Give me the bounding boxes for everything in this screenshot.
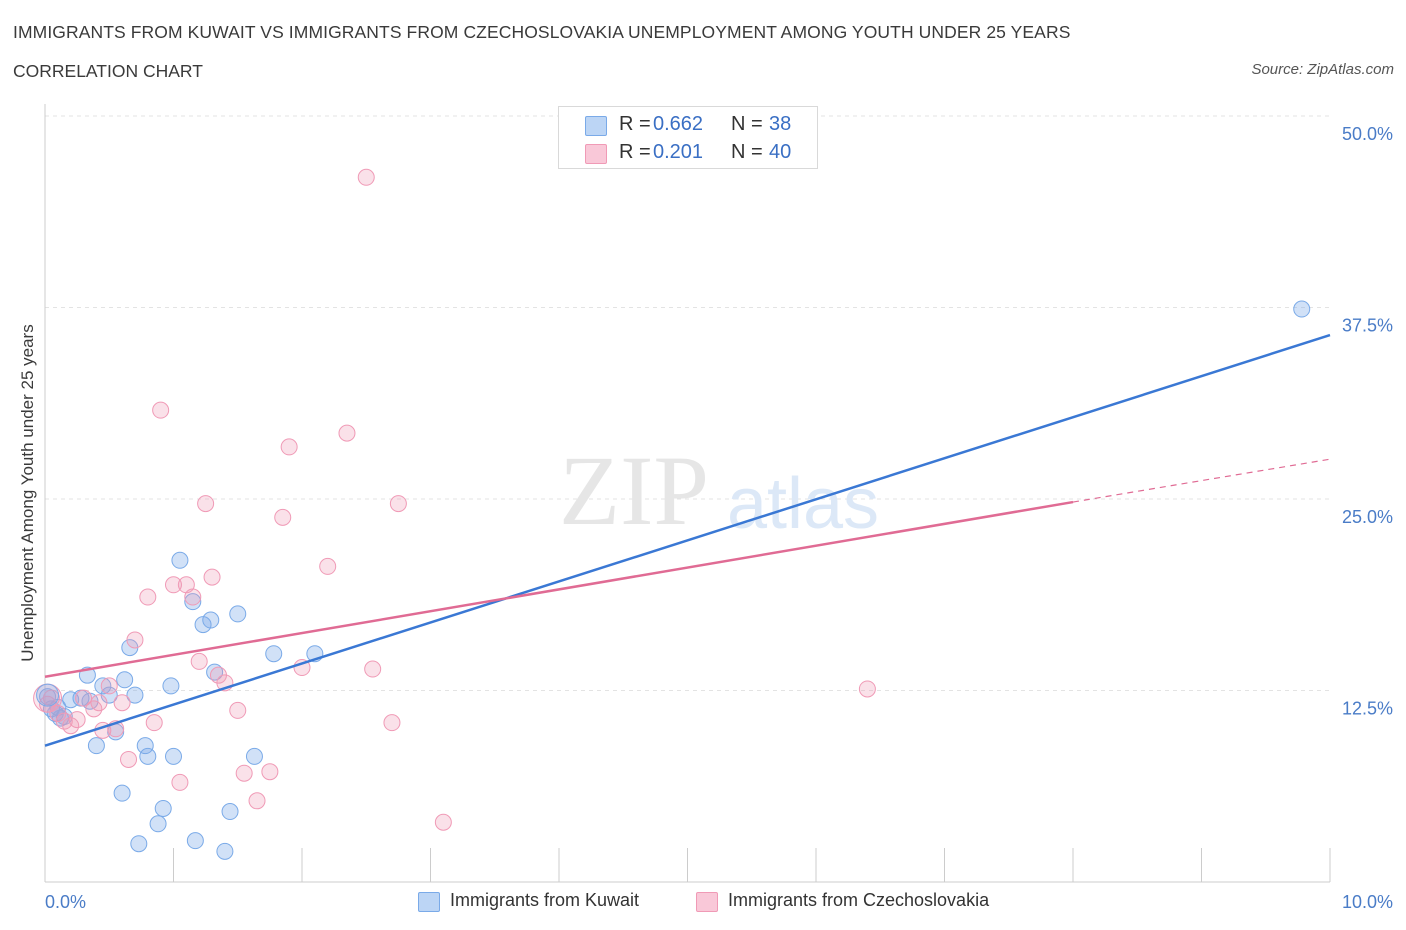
point-kuwait-26 [186, 832, 204, 850]
point-kuwait-16 [126, 686, 144, 704]
point-czechoslovakia-36 [357, 168, 375, 186]
y-tick-label-3: 50.0% [1342, 124, 1393, 144]
point-kuwait-24 [171, 551, 189, 569]
point-kuwait-17 [130, 835, 148, 853]
point-kuwait-30 [216, 842, 234, 860]
point-czechoslovakia-4 [62, 717, 80, 735]
watermark: ZIP atlas [559, 435, 879, 546]
x-tick-label-1: 10.0% [1342, 892, 1393, 912]
data-points [33, 168, 1311, 860]
point-czechoslovakia-19 [171, 773, 189, 791]
point-kuwait-22 [162, 677, 180, 695]
legend-swatch-czechoslovakia [585, 144, 607, 164]
legend-r-value-czechoslovakia: 0.201 [653, 141, 704, 163]
chart-title: IMMIGRANTS FROM KUWAIT VS IMMIGRANTS FRO… [13, 22, 1071, 42]
point-czechoslovakia-39 [389, 495, 407, 513]
point-czechoslovakia-41 [858, 680, 876, 698]
y-tick-labels: 12.5% 25.0% 37.5% 50.0% [1342, 124, 1393, 719]
legend-n-label: N = [731, 113, 763, 135]
point-czechoslovakia-28 [235, 764, 253, 782]
point-czechoslovakia-29 [248, 792, 266, 810]
point-czechoslovakia-17 [152, 401, 170, 419]
legend-r-label: R = [619, 113, 651, 135]
legend: R = 0.662 N = 38 R = 0.201 N = 40 [558, 106, 818, 169]
point-czechoslovakia-8 [90, 694, 108, 712]
legend-swatch-kuwait [585, 116, 607, 136]
x-tick-label-0: 0.0% [45, 892, 86, 912]
point-kuwait-25 [184, 593, 202, 611]
y-axis-label: Unemployment Among Youth under 25 years [18, 324, 37, 661]
trend-line-dashed-czechoslovakia [1072, 458, 1331, 503]
grid-lines [45, 115, 1330, 691]
point-czechoslovakia-23 [197, 495, 215, 513]
point-kuwait-28 [202, 611, 220, 629]
point-kuwait-9 [87, 737, 105, 755]
y-tick-label-2: 37.5% [1342, 316, 1393, 336]
point-kuwait-31 [221, 803, 239, 821]
point-czechoslovakia-13 [120, 750, 138, 768]
point-czechoslovakia-31 [274, 508, 292, 526]
x-tick-labels: 0.0% 10.0% [45, 892, 1393, 912]
point-czechoslovakia-34 [319, 557, 337, 575]
y-tick-label-0: 12.5% [1342, 699, 1393, 719]
point-czechoslovakia-6 [75, 689, 93, 707]
point-czechoslovakia-18 [165, 576, 182, 594]
point-kuwait-19 [139, 747, 157, 765]
point-kuwait-18 [136, 737, 154, 755]
point-czechoslovakia-15 [139, 588, 157, 606]
point-czechoslovakia-37 [364, 660, 382, 678]
point-kuwait-21 [154, 799, 172, 817]
point-czechoslovakia-30 [261, 763, 279, 781]
point-kuwait-14 [116, 671, 134, 689]
point-kuwait-33 [245, 747, 263, 765]
point-czechoslovakia-14 [126, 631, 144, 649]
legend-r-value-kuwait: 0.662 [653, 113, 704, 135]
y-tick-label-1: 25.0% [1342, 507, 1393, 527]
chart-subtitle: CORRELATION CHART [13, 61, 203, 81]
point-kuwait-10 [94, 677, 112, 695]
point-kuwait-23 [165, 747, 182, 765]
trend-line-czechoslovakia [44, 500, 1074, 678]
point-czechoslovakia-32 [280, 438, 298, 456]
point-kuwait-cluster [36, 683, 60, 707]
trend-line-kuwait [44, 333, 1331, 747]
watermark-zip: ZIP [559, 435, 709, 546]
bottom-legend-label-kuwait: Immigrants from Kuwait [450, 890, 640, 910]
trend-lines [44, 333, 1331, 747]
legend-n-label: N = [731, 141, 763, 163]
axes [44, 104, 1331, 883]
point-kuwait-34 [265, 645, 283, 663]
point-czechoslovakia-12 [113, 694, 131, 712]
legend-n-value-kuwait: 38 [769, 113, 792, 135]
point-kuwait-20 [149, 815, 167, 833]
point-czechoslovakia-38 [383, 714, 401, 732]
point-czechoslovakia-21 [184, 588, 202, 606]
legend-r-label: R = [619, 141, 651, 163]
point-czechoslovakia-27 [229, 701, 247, 719]
point-kuwait-32 [229, 605, 247, 623]
point-kuwait-36 [1293, 300, 1311, 318]
legend-n-value-czechoslovakia: 40 [769, 141, 792, 163]
point-czechoslovakia-24 [203, 568, 221, 586]
point-kuwait-13 [113, 784, 131, 802]
point-czechoslovakia-40 [434, 813, 452, 831]
bottom-legend-swatch-kuwait [418, 892, 440, 912]
point-czechoslovakia-5 [68, 711, 86, 729]
point-czechoslovakia-10 [100, 677, 118, 695]
bottom-legend-swatch-czechoslovakia [696, 892, 718, 912]
bottom-legend-label-czechoslovakia: Immigrants from Czechoslovakia [728, 890, 990, 910]
point-czechoslovakia-35 [338, 424, 356, 442]
point-czechoslovakia-22 [190, 652, 208, 670]
source-label: Source: ZipAtlas.com [1251, 61, 1394, 78]
point-czechoslovakia-16 [145, 714, 163, 732]
